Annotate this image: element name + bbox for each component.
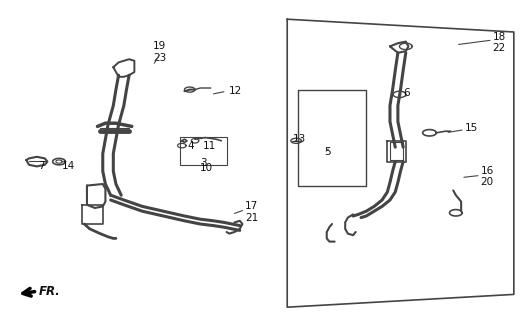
Text: 11: 11	[203, 140, 216, 151]
Text: 3: 3	[200, 157, 207, 168]
Text: 22: 22	[493, 43, 506, 53]
Text: 4: 4	[187, 140, 194, 151]
Text: 19: 19	[153, 41, 166, 52]
Text: 5: 5	[324, 147, 331, 157]
Text: 7: 7	[38, 161, 45, 172]
Text: 14: 14	[62, 161, 75, 172]
Text: 17: 17	[245, 201, 258, 212]
Text: 21: 21	[245, 212, 258, 223]
Text: 20: 20	[481, 177, 494, 188]
Text: 13: 13	[292, 134, 306, 144]
Text: 15: 15	[465, 123, 478, 133]
Text: 6: 6	[403, 88, 410, 98]
Text: 18: 18	[493, 32, 506, 42]
Text: 16: 16	[481, 166, 494, 176]
Text: FR.: FR.	[39, 285, 61, 298]
Text: 23: 23	[153, 52, 166, 63]
Text: 12: 12	[229, 86, 242, 96]
Text: 10: 10	[200, 163, 213, 173]
